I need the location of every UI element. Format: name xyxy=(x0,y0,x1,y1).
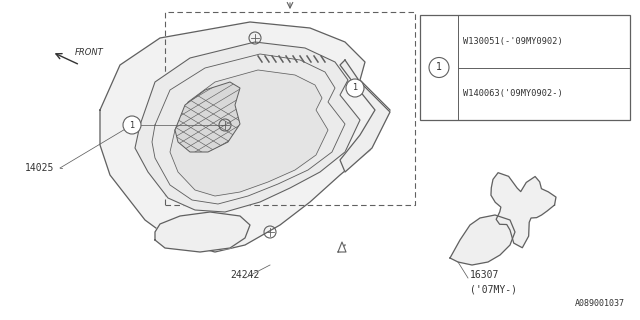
Text: FRONT: FRONT xyxy=(75,48,104,57)
Polygon shape xyxy=(338,242,346,252)
Text: W130051(-'09MY0902): W130051(-'09MY0902) xyxy=(463,37,563,46)
Polygon shape xyxy=(491,173,556,248)
Text: A089001037: A089001037 xyxy=(575,299,625,308)
Polygon shape xyxy=(135,42,360,212)
Polygon shape xyxy=(155,212,250,252)
Polygon shape xyxy=(175,82,240,152)
Polygon shape xyxy=(100,22,390,252)
Circle shape xyxy=(346,79,364,97)
Polygon shape xyxy=(340,60,390,172)
Text: 16307: 16307 xyxy=(470,270,499,280)
Text: W140063('09MY0902-): W140063('09MY0902-) xyxy=(463,89,563,98)
Circle shape xyxy=(123,116,141,134)
Text: 1: 1 xyxy=(129,121,134,130)
Text: 24242: 24242 xyxy=(230,270,260,280)
Polygon shape xyxy=(450,215,515,265)
Text: 14025: 14025 xyxy=(25,163,54,173)
Text: 1: 1 xyxy=(436,62,442,73)
Polygon shape xyxy=(170,70,328,196)
Text: 1: 1 xyxy=(353,84,358,92)
Circle shape xyxy=(429,58,449,77)
Text: ('07MY-): ('07MY-) xyxy=(470,285,517,295)
FancyBboxPatch shape xyxy=(420,15,630,120)
